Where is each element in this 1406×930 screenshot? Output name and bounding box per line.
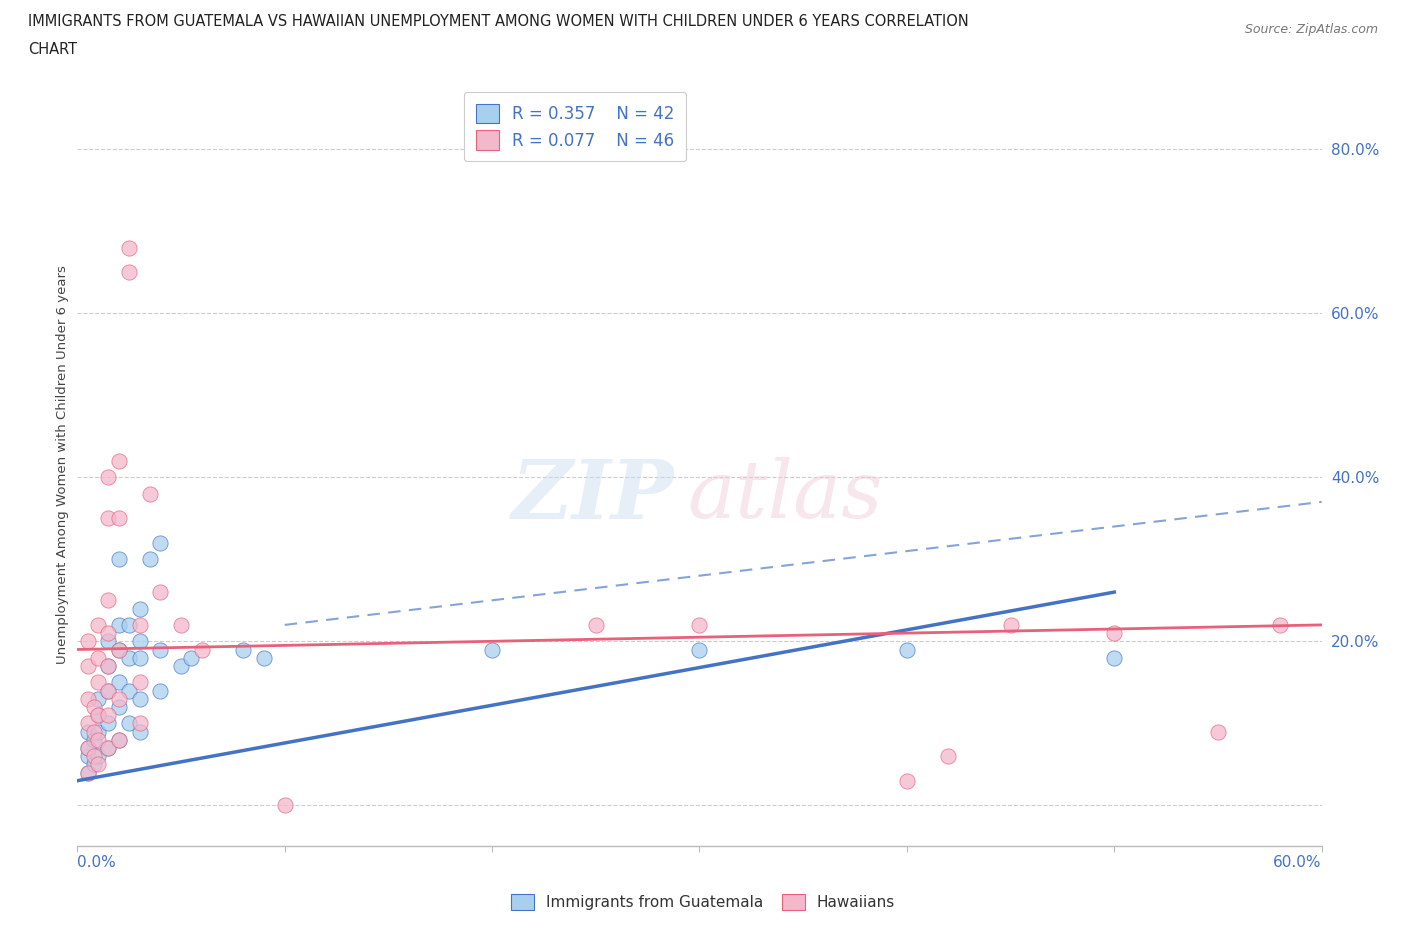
Y-axis label: Unemployment Among Women with Children Under 6 years: Unemployment Among Women with Children U… bbox=[56, 266, 69, 664]
Point bbox=[253, 650, 276, 665]
Point bbox=[149, 642, 172, 657]
Point bbox=[76, 691, 98, 706]
Point bbox=[97, 683, 120, 698]
Point bbox=[1104, 650, 1126, 665]
Text: Source: ZipAtlas.com: Source: ZipAtlas.com bbox=[1244, 23, 1378, 36]
Point bbox=[1104, 626, 1126, 641]
Point bbox=[87, 732, 110, 747]
Point bbox=[97, 634, 120, 649]
Point bbox=[97, 740, 120, 755]
Point bbox=[139, 551, 162, 566]
Point bbox=[76, 724, 98, 739]
Point bbox=[108, 699, 131, 714]
Point bbox=[118, 650, 141, 665]
Point bbox=[118, 240, 141, 255]
Point bbox=[108, 691, 131, 706]
Point bbox=[108, 675, 131, 690]
Point bbox=[118, 265, 141, 280]
Point bbox=[1206, 724, 1229, 739]
Point bbox=[97, 658, 120, 673]
Point bbox=[76, 716, 98, 731]
Text: ZIP: ZIP bbox=[512, 456, 675, 536]
Point bbox=[274, 798, 297, 813]
Point bbox=[689, 642, 711, 657]
Point bbox=[76, 634, 98, 649]
Point bbox=[128, 724, 150, 739]
Point bbox=[108, 454, 131, 469]
Point bbox=[128, 675, 150, 690]
Point bbox=[87, 757, 110, 772]
Point bbox=[76, 740, 98, 755]
Point bbox=[97, 626, 120, 641]
Point bbox=[83, 699, 105, 714]
Point bbox=[83, 724, 105, 739]
Point bbox=[896, 773, 918, 788]
Point bbox=[585, 618, 607, 632]
Point bbox=[128, 691, 150, 706]
Point bbox=[87, 618, 110, 632]
Point bbox=[689, 618, 711, 632]
Point bbox=[108, 511, 131, 525]
Point bbox=[118, 618, 141, 632]
Point bbox=[481, 642, 503, 657]
Text: 60.0%: 60.0% bbox=[1274, 855, 1322, 870]
Point bbox=[87, 650, 110, 665]
Point bbox=[232, 642, 254, 657]
Point bbox=[108, 732, 131, 747]
Point bbox=[97, 683, 120, 698]
Point bbox=[108, 642, 131, 657]
Point bbox=[139, 486, 162, 501]
Point bbox=[87, 724, 110, 739]
Point bbox=[97, 716, 120, 731]
Point bbox=[87, 708, 110, 723]
Point bbox=[97, 708, 120, 723]
Point bbox=[149, 683, 172, 698]
Point bbox=[97, 658, 120, 673]
Point bbox=[97, 511, 120, 525]
Point bbox=[76, 765, 98, 780]
Point bbox=[128, 716, 150, 731]
Point bbox=[87, 749, 110, 764]
Point bbox=[180, 650, 202, 665]
Point bbox=[938, 749, 960, 764]
Point bbox=[87, 675, 110, 690]
Point bbox=[97, 740, 120, 755]
Point bbox=[896, 642, 918, 657]
Legend: R = 0.357    N = 42, R = 0.077    N = 46: R = 0.357 N = 42, R = 0.077 N = 46 bbox=[464, 92, 686, 162]
Point bbox=[97, 592, 120, 607]
Point bbox=[1270, 618, 1292, 632]
Point bbox=[128, 601, 150, 616]
Point bbox=[76, 740, 98, 755]
Point bbox=[191, 642, 214, 657]
Point bbox=[170, 618, 193, 632]
Point bbox=[128, 650, 150, 665]
Point bbox=[87, 691, 110, 706]
Text: atlas: atlas bbox=[688, 457, 883, 534]
Point bbox=[76, 765, 98, 780]
Point bbox=[87, 708, 110, 723]
Point bbox=[128, 634, 150, 649]
Point bbox=[170, 658, 193, 673]
Point bbox=[108, 551, 131, 566]
Point bbox=[83, 757, 105, 772]
Point bbox=[76, 749, 98, 764]
Point bbox=[108, 642, 131, 657]
Legend: Immigrants from Guatemala, Hawaiians: Immigrants from Guatemala, Hawaiians bbox=[503, 886, 903, 918]
Point bbox=[83, 749, 105, 764]
Text: CHART: CHART bbox=[28, 42, 77, 57]
Text: 0.0%: 0.0% bbox=[77, 855, 117, 870]
Point bbox=[118, 716, 141, 731]
Point bbox=[97, 470, 120, 485]
Point bbox=[83, 732, 105, 747]
Point bbox=[149, 585, 172, 600]
Point bbox=[108, 618, 131, 632]
Text: IMMIGRANTS FROM GUATEMALA VS HAWAIIAN UNEMPLOYMENT AMONG WOMEN WITH CHILDREN UND: IMMIGRANTS FROM GUATEMALA VS HAWAIIAN UN… bbox=[28, 14, 969, 29]
Point bbox=[1000, 618, 1022, 632]
Point bbox=[108, 732, 131, 747]
Point bbox=[118, 683, 141, 698]
Point bbox=[149, 536, 172, 551]
Point bbox=[128, 618, 150, 632]
Point bbox=[76, 658, 98, 673]
